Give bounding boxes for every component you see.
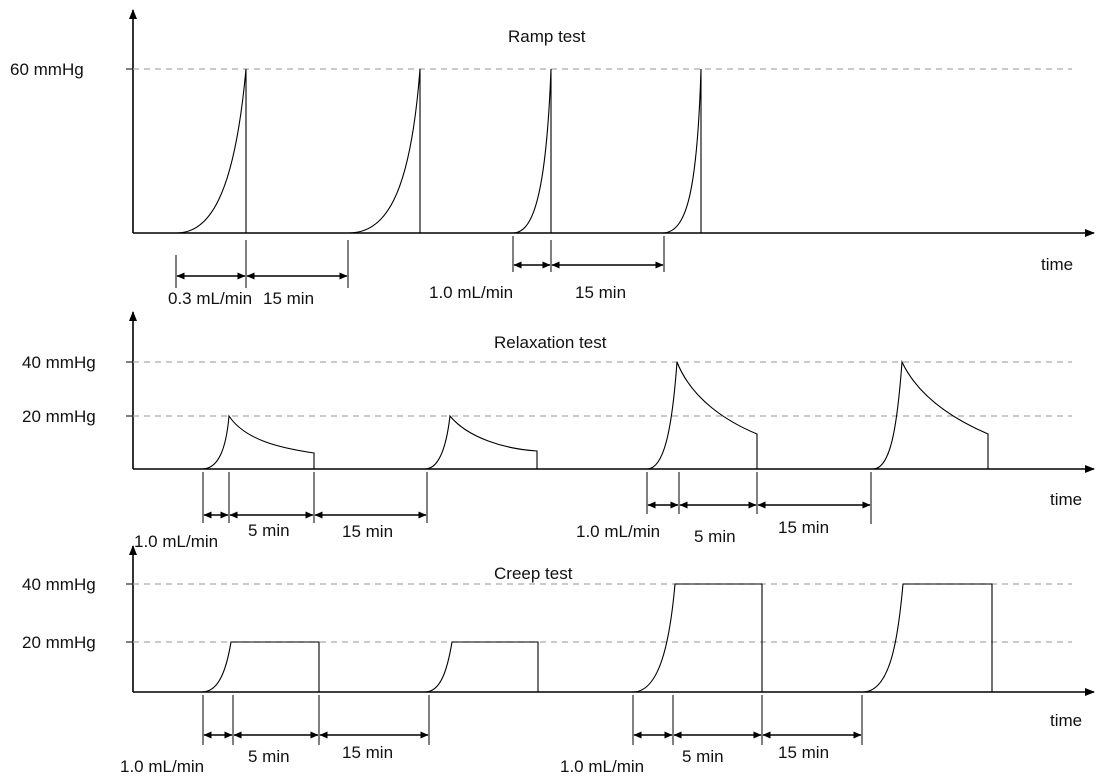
relaxation-label-5-min: 5 min: [694, 527, 736, 546]
relaxation-test-title: Relaxation test: [494, 333, 607, 352]
ramp-test-panel: 60 mmHg Ramp test time 0.3 mL/min 15 min…: [10, 9, 1095, 308]
relaxation-label-5-min: 5 min: [248, 521, 290, 540]
relaxation-label-15-min: 15 min: [778, 518, 829, 537]
creep-label-5-min: 5 min: [248, 747, 290, 766]
ramp-x-axis-label: time: [1041, 255, 1073, 274]
creep-y-label-40: 40 mmHg: [22, 575, 96, 594]
creep-test-title: Creep test: [494, 564, 573, 583]
ramp-label-15-min: 15 min: [575, 283, 626, 302]
relaxation-waveform: [133, 359, 989, 470]
ramp-label-15-min: 15 min: [263, 289, 314, 308]
relaxation-label-1-0-ml-min: 1.0 mL/min: [576, 522, 660, 541]
relaxation-y-label-20: 20 mmHg: [22, 407, 96, 426]
creep-test-panel: 40 mmHg 20 mmHg Creep test time 1.0 mL/m…: [22, 545, 1095, 776]
ramp-y-label-60: 60 mmHg: [10, 60, 84, 79]
relaxation-test-panel: 40 mmHg 20 mmHg Relaxation test time 1.0…: [22, 311, 1095, 551]
creep-label-15-min: 15 min: [778, 743, 829, 762]
relaxation-x-axis-label: time: [1050, 490, 1082, 509]
creep-label-15-min: 15 min: [342, 743, 393, 762]
creep-label-1-0-ml-min: 1.0 mL/min: [120, 757, 204, 776]
creep-label-5-min: 5 min: [682, 747, 724, 766]
relaxation-label-1-0-ml-min: 1.0 mL/min: [134, 532, 218, 551]
ramp-test-title: Ramp test: [508, 27, 586, 46]
relaxation-label-15-min: 15 min: [342, 522, 393, 541]
creep-x-axis-label: time: [1050, 711, 1082, 730]
ramp-label-1-0-ml-min: 1.0 mL/min: [429, 283, 513, 302]
relaxation-y-label-40: 40 mmHg: [22, 353, 96, 372]
creep-y-label-20: 20 mmHg: [22, 633, 96, 652]
ramp-label-0-3-ml-min: 0.3 mL/min: [168, 289, 252, 308]
creep-label-1-0-ml-min: 1.0 mL/min: [560, 757, 644, 776]
creep-waveform: [133, 583, 993, 693]
ramp-waveform: [133, 68, 702, 234]
